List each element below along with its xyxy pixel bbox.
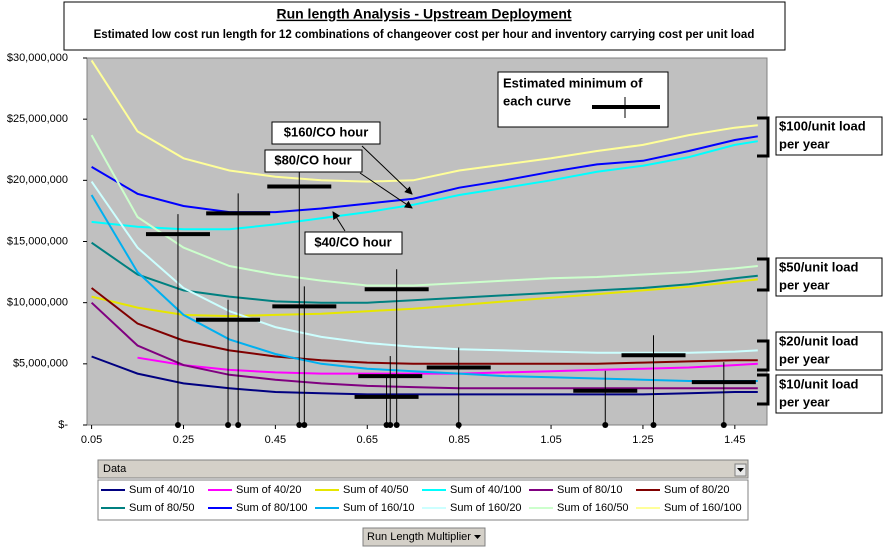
series-line	[90, 59, 758, 183]
series-line	[91, 140, 758, 231]
y-tick-label: $25,000,000	[7, 113, 68, 125]
minimum-key-text: each curve	[503, 93, 571, 108]
legend-label: Sum of 80/10	[557, 484, 622, 496]
minimum-dot	[174, 422, 181, 428]
minimum-key-text: Estimated minimum of	[503, 75, 643, 90]
unit-load-label: per year	[779, 277, 830, 292]
series-line	[90, 194, 758, 382]
minimum-dot	[225, 422, 232, 428]
unit-load-label: per year	[779, 351, 830, 366]
minimum-dot	[650, 422, 657, 428]
annotation-box	[304, 231, 403, 255]
unit-load-label: $10/unit load	[779, 376, 859, 391]
y-tick-label: $15,000,000	[7, 235, 68, 247]
chart-subtitle: Estimated low cost run length for 12 com…	[94, 29, 755, 41]
label-box	[775, 331, 883, 371]
legend-label: Sum of 40/20	[236, 484, 301, 496]
arrow	[359, 172, 413, 209]
legend-label: Sum of 160/50	[557, 502, 629, 514]
arrow	[361, 145, 413, 195]
series-line	[90, 287, 758, 365]
minimum-dot	[387, 422, 394, 428]
arrow	[332, 211, 346, 232]
x-tick-label: 0.65	[357, 434, 378, 446]
x-tick-label: 1.45	[724, 434, 745, 446]
chart-title: Run length Analysis - Upstream Deploymen…	[276, 6, 571, 22]
series-line	[91, 278, 758, 318]
series-line	[91, 241, 758, 304]
legend-label: Sum of 160/100	[664, 502, 742, 514]
label-box	[775, 374, 883, 414]
title-box	[63, 1, 786, 51]
minimum-dot	[301, 422, 308, 428]
series-line	[90, 181, 758, 354]
minimum-dot	[296, 422, 303, 428]
y-tick-label: $10,000,000	[7, 297, 68, 309]
y-tick-label: $5,000,000	[13, 358, 68, 370]
category-field-button[interactable]	[362, 527, 486, 547]
data-field-button[interactable]	[97, 459, 749, 479]
legend-label: Sum of 160/20	[450, 502, 522, 514]
category-field-label: Run Length Multiplier	[367, 531, 471, 543]
legend-label: Sum of 80/20	[664, 484, 729, 496]
unit-load-label: per year	[779, 136, 830, 151]
annotation: $40/CO hour	[314, 234, 391, 249]
legend-label: Sum of 40/50	[343, 484, 408, 496]
minimum-dot	[602, 422, 609, 428]
label-box	[775, 116, 883, 156]
minimum-dot	[720, 422, 727, 428]
y-tick-label: $20,000,000	[7, 174, 68, 186]
x-tick-label: 1.05	[540, 434, 561, 446]
minimum-dot	[455, 422, 462, 428]
legend: Sum of 40/10 Sum of 40/20 Sum of 40/50 Sum …	[101, 484, 742, 514]
series-line	[90, 301, 758, 390]
unit-load-label: $100/unit load	[779, 118, 866, 133]
annotation: $80/CO hour	[274, 152, 351, 167]
series-line	[91, 355, 758, 396]
y-tick-label: $30,000,000	[7, 52, 68, 64]
y-tick-label: $-	[58, 419, 68, 431]
legend-label: Sum of 160/10	[343, 502, 415, 514]
x-tick-label: 0.85	[448, 434, 469, 446]
minimum-key-box	[497, 71, 669, 128]
dropdown-arrow	[474, 535, 481, 539]
legend-label: Sum of 40/10	[129, 484, 194, 496]
legend-label: Sum of 80/50	[129, 502, 194, 514]
annotation: $160/CO hour	[284, 124, 369, 139]
bracket	[757, 116, 770, 406]
x-tick-label: 0.25	[173, 434, 194, 446]
unit-load-label: $50/unit load	[779, 259, 859, 274]
legend-label: Sum of 40/100	[450, 484, 522, 496]
minimum-dot	[393, 422, 400, 428]
x-tick-label: 0.45	[265, 434, 286, 446]
x-tick-label: 0.05	[81, 434, 102, 446]
annotation-box	[264, 149, 363, 173]
minimum-dot	[235, 422, 242, 428]
series-line	[90, 134, 758, 287]
legend-box	[97, 479, 749, 521]
x-tick-label: 1.25	[632, 434, 653, 446]
series-line	[91, 135, 758, 214]
unit-load-label: $20/unit load	[779, 333, 859, 348]
unit-load-label: per year	[779, 394, 830, 409]
dropdown-arrow	[737, 468, 744, 472]
label-box	[775, 257, 883, 297]
legend-label: Sum of 80/100	[236, 502, 308, 514]
annotation-box	[271, 121, 381, 145]
data-field-label: Data	[103, 463, 127, 475]
plot-layer	[83, 57, 758, 429]
